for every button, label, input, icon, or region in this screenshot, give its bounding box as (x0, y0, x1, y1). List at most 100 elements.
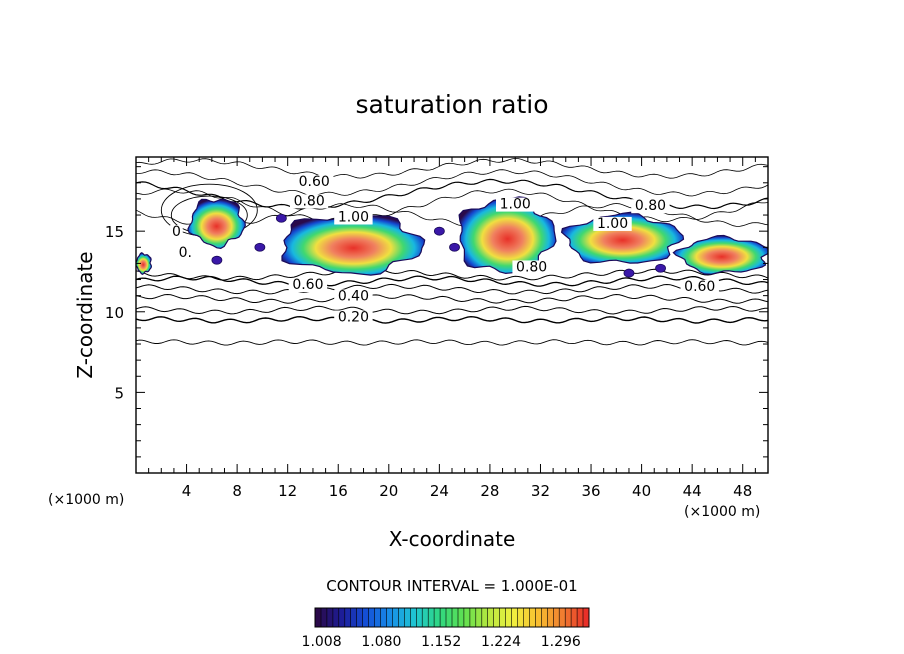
colorbar-cell (535, 608, 542, 627)
contour-label-bg (295, 175, 334, 190)
supersaturation-region (560, 211, 685, 264)
plot-area: 0.600.801.001.00 0.801.000.800.600.400.20… (105, 156, 769, 500)
colorbar-cell (392, 608, 399, 627)
colorbar-cell (529, 608, 536, 627)
contour-label-bg (170, 225, 183, 239)
colorbar-cell (452, 608, 459, 627)
colorbar-cell (338, 608, 346, 627)
contour-line (136, 315, 768, 324)
colorbar-cell (523, 608, 530, 627)
colorbar-cell (326, 608, 334, 627)
colorbar-cell (386, 608, 393, 627)
x-tick-label: 44 (683, 482, 702, 500)
colorbar-cell (374, 608, 381, 627)
supersaturation-region (187, 198, 246, 250)
colorbar-tick-label: 1.008 (302, 634, 342, 650)
y-axis-label: Z-coordinate (73, 251, 97, 378)
contour-line (136, 305, 768, 315)
contour-label: 1.00 (338, 209, 369, 225)
supersaturation-fills (136, 196, 768, 278)
colorbar-cell (469, 608, 477, 627)
colorbar-cell (356, 608, 364, 627)
contour-line (136, 339, 768, 346)
contour-line (136, 188, 768, 223)
x-tick-label: 28 (480, 482, 499, 500)
colorbar-cell (571, 608, 578, 627)
supersaturation-speck (433, 226, 445, 236)
z-tick-label: 10 (105, 304, 124, 322)
contour-line (136, 293, 768, 304)
colorbar-cell (410, 608, 417, 627)
x-tick-label: 48 (733, 482, 752, 500)
contour-label: 0. (179, 245, 192, 261)
contour-label-group: 0.60 0.80 1.00 1.00 0.80 1.00 0.80 0.60 0.40 0.20… (170, 174, 719, 325)
colorbar-cell (583, 608, 590, 627)
contour-interval-text: CONTOUR INTERVAL = 1.000E-01 (326, 577, 577, 595)
contour-label-bg (496, 197, 535, 212)
colorbar-stripes (314, 608, 590, 627)
contour-label-bg (593, 216, 632, 231)
colorbar-cell (344, 608, 352, 627)
colorbar-cell (434, 608, 441, 627)
colorbar-cell (517, 608, 524, 627)
supersaturation-speck (254, 242, 266, 252)
colorbar-cell (404, 608, 411, 627)
contour-label: 0.20 (338, 309, 369, 325)
contour-label: 0.60 (684, 279, 715, 295)
contour-line (136, 283, 768, 295)
colorbar-cell (380, 608, 387, 627)
contour-label-bg (680, 279, 719, 294)
x-tick-label: 40 (632, 482, 651, 500)
colorbar-cell (416, 608, 423, 627)
colorbar-cell (463, 608, 471, 627)
contour-label-bg (288, 278, 328, 293)
contour-label-bg (334, 289, 373, 304)
colorbar-cell (541, 608, 548, 627)
x-tick-label: 16 (329, 482, 348, 500)
contour-label-bg (174, 245, 196, 260)
contour-label: 0.80 (635, 198, 666, 214)
x-tick-label: 8 (232, 482, 242, 500)
colorbar-cell (475, 608, 483, 627)
colorbar-cell (481, 608, 489, 627)
contour-label: 0.40 (338, 288, 369, 304)
colorbar-cell (487, 608, 495, 627)
contour-line (136, 157, 768, 179)
colorbar-cell (565, 608, 572, 627)
colorbar-cell (350, 608, 358, 627)
colorbar-cell (493, 608, 501, 627)
z-tick-label: 15 (105, 223, 124, 241)
contour-label: 0.60 (299, 174, 330, 190)
contour-label-bg (631, 199, 670, 214)
contour-label-bg (289, 194, 329, 209)
colorbar-cell (458, 608, 465, 627)
colorbar-tick-label: 1.224 (481, 634, 521, 650)
supersaturation-speck (275, 213, 287, 223)
contour-label-bg (334, 310, 373, 325)
contour-line (136, 275, 768, 287)
contour-line (136, 169, 768, 197)
chart-title: saturation ratio (355, 90, 548, 119)
contour-label: 1.00 (500, 197, 531, 213)
colorbar-cell (499, 608, 507, 627)
colorbar-cell (428, 608, 435, 627)
x-tick-label: 32 (531, 482, 550, 500)
colorbar-cell (362, 608, 370, 627)
contour-label: 0.80 (294, 193, 325, 209)
x-tick-label: 4 (182, 482, 192, 500)
colorbar-cell (315, 608, 322, 627)
supersaturation-region (136, 252, 153, 275)
colorbar-cell (440, 608, 447, 627)
supersaturation-speck (449, 242, 460, 252)
supersaturation-region (672, 234, 768, 275)
contour-label-bg (512, 260, 551, 275)
contour-label: 1.00 (597, 216, 628, 232)
colorbar-cell (321, 608, 328, 627)
supersaturation-speck (655, 263, 666, 273)
colorbar-cell (547, 608, 554, 627)
supersaturation-speck (211, 255, 223, 265)
supersaturation-region (281, 214, 426, 276)
x-unit-left: (×1000 m) (48, 492, 124, 508)
